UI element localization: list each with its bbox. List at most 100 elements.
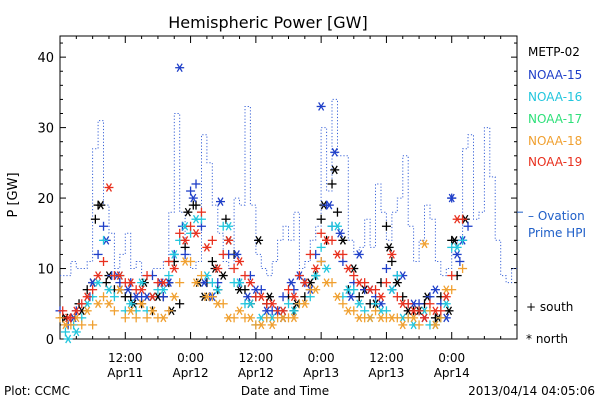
data-point-south (164, 306, 174, 316)
data-point-north (354, 250, 364, 259)
data-point-south (354, 292, 364, 302)
data-point-north (224, 236, 234, 245)
x-tick-label-time: 0:00 (308, 351, 335, 365)
data-point-south (175, 278, 185, 288)
data-point-north (104, 183, 114, 192)
data-point-north (251, 285, 261, 295)
data-point-south (278, 292, 288, 302)
data-point-south (381, 264, 391, 274)
data-point-north (289, 306, 299, 316)
data-point-north (191, 214, 201, 224)
data-point-south (180, 249, 190, 259)
data-point-south (305, 249, 315, 259)
data-point-north (444, 306, 454, 316)
data-point-south (58, 306, 68, 316)
legend-entry: NOAA-15 (528, 68, 582, 82)
data-point-north (123, 285, 133, 295)
data-point-north (202, 243, 212, 252)
data-point-north (235, 285, 245, 295)
data-point-north (96, 200, 106, 210)
data-point-north (82, 306, 92, 316)
y-axis: 0 10 20 30 40 (37, 42, 517, 348)
data-point-south (99, 256, 109, 266)
y-axis-label: P [GW] (6, 172, 21, 217)
data-point-south (425, 299, 435, 309)
data-point-south (99, 292, 109, 302)
data-point-north (137, 278, 147, 287)
data-point-south (131, 313, 141, 323)
x-tick-label-time: 0:00 (177, 351, 204, 365)
data-point-south (90, 214, 100, 224)
data-point-north (63, 313, 73, 323)
data-point-north (365, 313, 375, 323)
data-point-south (175, 228, 185, 238)
data-point-south (455, 256, 465, 266)
data-point-north (387, 313, 397, 323)
data-point-south (381, 221, 391, 231)
data-point-south (109, 306, 119, 316)
data-point-south (109, 292, 119, 302)
data-point-north (376, 313, 386, 323)
data-point-north (447, 193, 457, 203)
chart-title: Hemispheric Power [GW] (168, 13, 367, 32)
data-point-north (104, 299, 114, 309)
data-point-north (158, 278, 168, 287)
south-legend: + south (526, 300, 573, 314)
x-tick-label-date: Apr12 (238, 366, 274, 380)
plot-timestamp: 2013/04/14 04:05:06 (468, 384, 595, 398)
data-point-south (221, 214, 231, 224)
data-point-north (256, 292, 266, 302)
data-point-north (235, 257, 245, 266)
data-point-north (354, 278, 364, 287)
data-point-north (346, 292, 356, 302)
y-tick-label: 0 (46, 333, 54, 348)
data-point-north (278, 306, 288, 316)
data-point-north (147, 306, 157, 316)
data-point-north (245, 313, 255, 323)
data-point-north (392, 278, 402, 287)
y-tick-label: 10 (37, 263, 54, 278)
x-tick-label-date: Apr14 (434, 366, 470, 380)
data-point-north (126, 299, 136, 309)
data-point-south (240, 271, 250, 281)
data-point-south (392, 292, 402, 302)
data-point-north (169, 264, 179, 273)
data-point-north (449, 236, 459, 245)
data-point-north (300, 299, 310, 309)
data-point-south (447, 271, 457, 281)
data-point-north (256, 320, 266, 330)
data-point-north (338, 236, 348, 245)
data-point-north (232, 250, 242, 259)
data-point-north (354, 313, 364, 323)
legend-entry: NOAA-18 (528, 134, 582, 148)
data-point-north (82, 292, 92, 302)
data-point-south (158, 292, 168, 302)
data-point-south (196, 271, 206, 281)
data-point-south (142, 313, 152, 323)
data-point-north (93, 278, 103, 287)
data-point-north (322, 236, 332, 245)
data-point-north (131, 292, 141, 302)
data-point-north (286, 278, 296, 287)
data-point-north (245, 299, 255, 309)
data-point-north (289, 292, 299, 302)
data-point-north (343, 306, 353, 316)
data-point-north (365, 285, 375, 295)
data-point-south (371, 306, 381, 316)
data-point-north (71, 306, 81, 316)
data-point-north (330, 147, 340, 157)
data-point-south (392, 271, 402, 281)
data-point-north (324, 200, 334, 210)
data-point-south (316, 228, 326, 238)
x-tick-label-date: Apr13 (368, 366, 404, 380)
data-point-south (262, 313, 272, 323)
plot-credit: Plot: CCMC (4, 384, 70, 398)
data-point-south (191, 200, 201, 210)
ovation-hpi-line (60, 98, 517, 284)
x-tick-label-date: Apr12 (173, 366, 209, 380)
data-point-north (175, 63, 185, 73)
data-point-south (164, 256, 174, 266)
data-point-south (294, 271, 304, 281)
data-point-south (207, 235, 217, 245)
data-point-north (332, 292, 342, 302)
